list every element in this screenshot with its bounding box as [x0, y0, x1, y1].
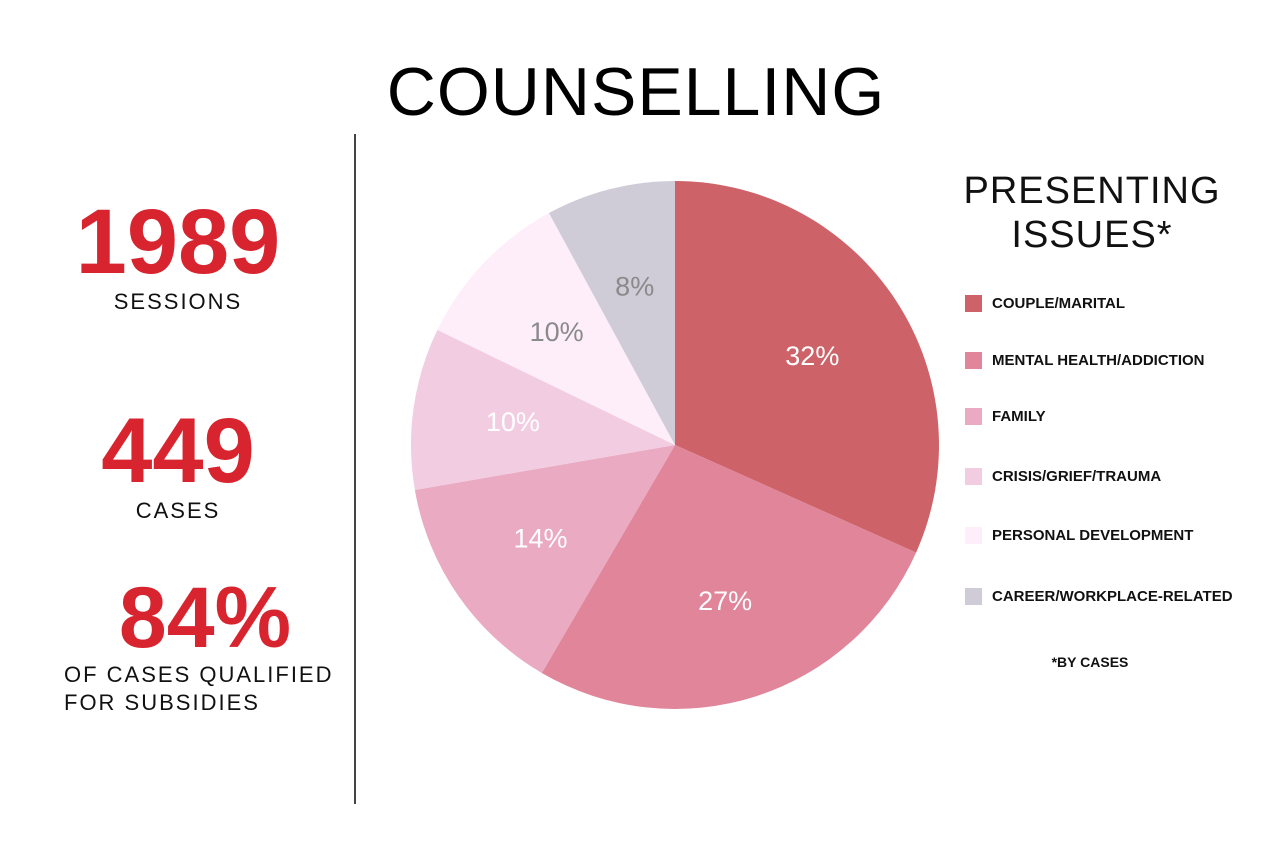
legend-swatch: [965, 351, 982, 369]
pie-value-label: 14%: [513, 523, 567, 553]
legend-label: MENTAL HEALTH/ADDICTION: [992, 351, 1205, 369]
legend-item: FAMILY: [965, 406, 1046, 426]
pie-slice-personal-development: [437, 213, 675, 445]
subsidy-percent: 84%: [118, 570, 292, 666]
legend-label: CRISIS/GRIEF/TRAUMA: [992, 467, 1162, 485]
stat-cases: 449 CASES: [48, 405, 308, 525]
cases-count: 449: [101, 400, 255, 502]
legend-title: PRESENTING ISSUES*: [963, 170, 1221, 256]
subsidy-label: OF CASES QUALIFIED FOR SUBSIDIES: [60, 661, 350, 716]
legend-label: FAMILY: [992, 407, 1046, 425]
pie-value-label: 10%: [530, 317, 584, 347]
page-title: COUNSELLING: [386, 54, 886, 130]
legend-swatch: [965, 407, 982, 425]
presenting-issues-pie-chart: 32% 27% 14% 10% 10% 8%: [411, 181, 939, 709]
legend-label: COUPLE/MARITAL: [992, 294, 1126, 312]
stat-subsidy: 84% OF CASES QUALIFIED FOR SUBSIDIES: [60, 575, 350, 716]
legend-item: MENTAL HEALTH/ADDICTION: [965, 350, 1204, 370]
stat-sessions: 1989 SESSIONS: [48, 196, 308, 316]
legend-label: PERSONAL DEVELOPMENT: [992, 526, 1194, 544]
pie-slice-mental-health-addiction: [541, 445, 917, 709]
legend-item: CAREER/WORKPLACE-RELATED: [965, 586, 1233, 606]
subsidy-label-line1: OF CASES QUALIFIED: [64, 662, 334, 687]
pie-value-label: 8%: [615, 271, 654, 301]
pie-slice-family: [414, 445, 675, 673]
sessions-count: 1989: [75, 191, 281, 293]
pie-value-label: 32%: [785, 341, 839, 371]
pie-slice-crisis-grief-trauma: [411, 329, 675, 490]
legend-item: COUPLE/MARITAL: [965, 293, 1125, 313]
legend-item: PERSONAL DEVELOPMENT: [965, 525, 1193, 545]
legend-label: CAREER/WORKPLACE-RELATED: [992, 587, 1233, 605]
pie-slice-couple-marital: [675, 181, 939, 553]
chart-footnote: *BY CASES: [1051, 654, 1129, 670]
subsidy-label-line2: FOR SUBSIDIES: [64, 689, 260, 715]
legend-swatch: [965, 587, 982, 605]
pie-value-label: 27%: [698, 586, 752, 616]
legend-item: CRISIS/GRIEF/TRAUMA: [965, 466, 1161, 486]
legend-swatch: [965, 526, 982, 544]
legend-swatch: [965, 294, 982, 312]
legend-swatch: [965, 467, 982, 485]
vertical-divider: [354, 134, 356, 804]
cases-label: CASES: [135, 498, 221, 523]
pie-slice-career-workplace-related: [548, 181, 675, 445]
sessions-label: SESSIONS: [113, 289, 243, 314]
pie-value-label: 10%: [486, 407, 540, 437]
